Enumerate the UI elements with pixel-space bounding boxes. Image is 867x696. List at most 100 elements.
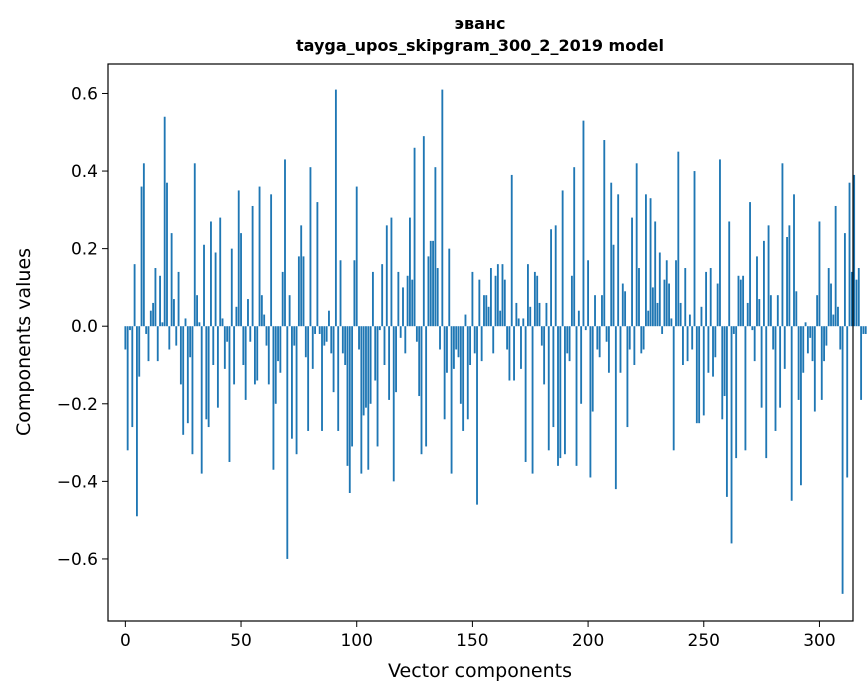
- bar: [168, 326, 171, 350]
- bar: [654, 221, 657, 327]
- x-tick-label: 300: [803, 631, 835, 651]
- bar: [719, 159, 721, 327]
- bar: [233, 326, 236, 385]
- bar: [603, 140, 606, 327]
- bar: [170, 233, 173, 327]
- bar: [707, 326, 710, 373]
- bar: [728, 221, 731, 327]
- bar: [709, 268, 712, 327]
- bar: [427, 256, 430, 327]
- bar: [302, 256, 305, 327]
- bar: [823, 326, 825, 362]
- bar: [409, 217, 411, 327]
- x-axis-label: Vector components: [388, 660, 572, 682]
- bar: [288, 295, 291, 327]
- bar: [589, 326, 592, 478]
- bar: [425, 326, 428, 447]
- bar: [663, 279, 666, 327]
- bar: [501, 264, 504, 327]
- bar: [392, 326, 395, 482]
- bar: [545, 302, 548, 327]
- bar: [140, 186, 143, 327]
- x-tick-label: 100: [340, 631, 372, 651]
- bar: [385, 225, 388, 327]
- bar: [732, 326, 735, 334]
- bar: [864, 326, 867, 334]
- bar: [825, 326, 828, 346]
- bar: [177, 271, 180, 327]
- bar: [163, 116, 166, 327]
- bar: [124, 326, 127, 350]
- bar: [557, 326, 559, 466]
- bar: [240, 233, 242, 327]
- bar: [628, 326, 631, 350]
- bar: [191, 326, 194, 455]
- bar: [203, 244, 205, 327]
- bar: [686, 326, 689, 362]
- bar: [483, 295, 485, 327]
- bar: [448, 248, 451, 327]
- bar: [800, 326, 802, 486]
- bar: [758, 299, 761, 327]
- bar: [721, 326, 724, 420]
- bar: [332, 326, 335, 393]
- bar: [816, 295, 819, 327]
- bar: [566, 326, 569, 354]
- bar: [281, 271, 284, 327]
- bar: [811, 326, 814, 362]
- bar: [462, 326, 465, 431]
- bar: [670, 318, 673, 327]
- bar: [277, 326, 279, 362]
- bar: [554, 225, 557, 327]
- y-tick-label: 0.4: [71, 162, 98, 182]
- bar: [760, 326, 763, 408]
- y-tick-label: −0.6: [57, 550, 98, 570]
- bar: [765, 326, 768, 459]
- bar: [436, 268, 439, 327]
- bar: [154, 268, 157, 327]
- bar: [513, 326, 515, 381]
- bar: [575, 326, 578, 466]
- bar: [559, 326, 562, 459]
- bar: [279, 326, 282, 373]
- bar: [351, 326, 354, 447]
- bar: [420, 326, 423, 455]
- bar: [605, 326, 608, 342]
- bar: [129, 326, 131, 331]
- bar: [672, 326, 675, 451]
- bar: [587, 260, 590, 327]
- bar: [434, 167, 437, 327]
- bar: [371, 271, 374, 327]
- bar: [247, 299, 249, 327]
- bar: [675, 260, 677, 327]
- bar: [265, 326, 268, 346]
- bar: [235, 306, 238, 327]
- bar: [404, 326, 407, 354]
- bar: [538, 302, 541, 327]
- bar: [820, 326, 823, 400]
- bar: [182, 326, 185, 435]
- bar: [795, 291, 798, 327]
- bar: [230, 248, 233, 327]
- bar: [210, 221, 212, 327]
- y-tick-label: 0.2: [71, 240, 98, 260]
- bar: [492, 326, 495, 354]
- bar: [365, 326, 367, 408]
- bar: [668, 283, 670, 327]
- x-axis-ticks: 0 50 100 150 200 250 300: [120, 621, 836, 651]
- bar: [848, 182, 851, 327]
- bar: [161, 322, 164, 327]
- bar: [291, 326, 293, 439]
- bar: [843, 233, 846, 327]
- bar: [452, 326, 455, 369]
- bar: [450, 326, 453, 474]
- bar: [186, 326, 189, 424]
- y-tick-label: 0.0: [71, 317, 98, 337]
- bar: [737, 275, 740, 327]
- bar: [133, 264, 136, 327]
- bar: [577, 310, 580, 327]
- bar: [344, 326, 347, 365]
- bar: [355, 186, 358, 327]
- bar: [286, 326, 289, 559]
- bar: [270, 194, 273, 327]
